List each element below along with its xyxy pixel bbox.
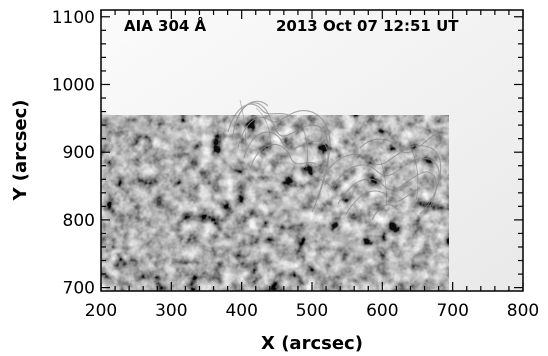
prominence <box>227 100 442 221</box>
y-tick-label: 1000 <box>52 75 95 95</box>
y-tick-label: 900 <box>63 143 95 163</box>
y-axis-label: Y (arcsec) <box>10 99 31 201</box>
y-tick-label: 800 <box>63 211 95 231</box>
x-tick-label: 800 <box>507 301 539 321</box>
x-tick-label: 300 <box>155 301 187 321</box>
y-tick-labels: 700 800 900 1000 1100 <box>52 8 95 299</box>
x-axis-label: X (arcsec) <box>261 333 363 354</box>
header-right-label: 2013 Oct 07 12:51 UT <box>276 17 459 35</box>
x-tick-label: 700 <box>436 301 468 321</box>
y-tick-label: 1100 <box>52 8 95 28</box>
x-tick-label: 500 <box>296 301 328 321</box>
y-tick-label: 700 <box>63 279 95 299</box>
header-left-label: AIA 304 Å <box>124 16 207 35</box>
x-tick-labels: 200 300 400 500 600 700 800 <box>85 301 539 321</box>
x-tick-label: 400 <box>225 301 257 321</box>
x-tick-label: 200 <box>85 301 117 321</box>
solar-disk <box>101 113 443 291</box>
x-tick-label: 600 <box>366 301 398 321</box>
axis-ticks <box>100 10 524 291</box>
